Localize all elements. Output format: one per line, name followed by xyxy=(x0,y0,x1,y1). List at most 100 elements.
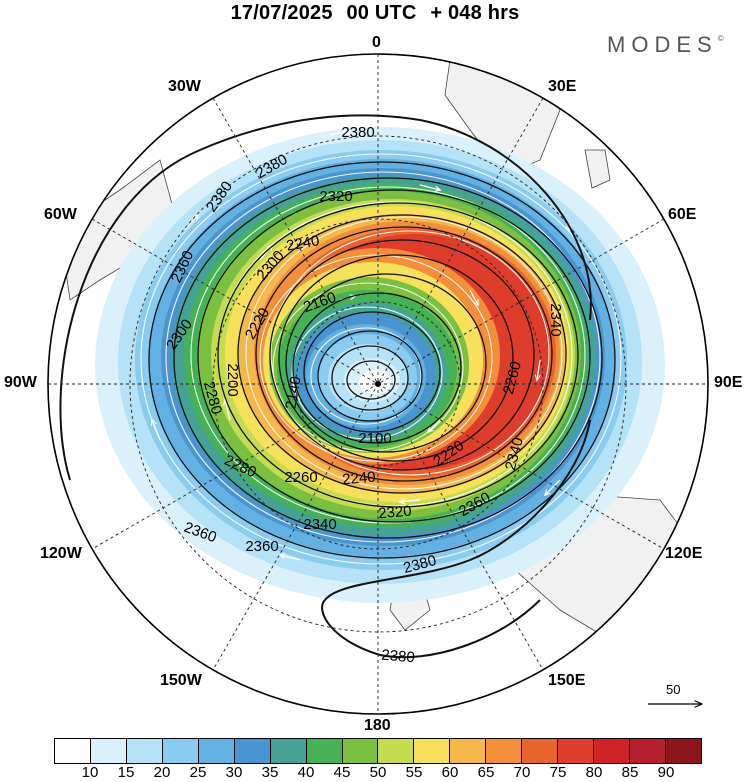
colorbar-swatch xyxy=(522,739,559,763)
contour-label: 2360 xyxy=(245,538,278,555)
colorbar-labels: 10 15 20 25 30 35 40 45 50 55 60 65 70 75 80 85 90 xyxy=(54,764,702,782)
contour-2220 xyxy=(278,254,514,462)
lon-label-60w: 60W xyxy=(44,206,77,223)
contour-2280 xyxy=(237,214,567,494)
contour-2200 xyxy=(285,273,487,453)
colorbar-label: 15 xyxy=(117,764,135,781)
contour-label: 2320 xyxy=(378,503,413,523)
streamline xyxy=(245,216,563,490)
contour-label: 2380 xyxy=(381,647,416,667)
reference-vector: 50 xyxy=(640,680,710,720)
contour-2120 xyxy=(331,345,409,411)
colorbar-swatch xyxy=(270,739,307,763)
lon-label-120e: 120E xyxy=(665,545,703,562)
lon-label-90w: 90W xyxy=(4,374,37,391)
flow-arrow xyxy=(469,289,478,305)
logo-mark: © xyxy=(717,34,724,43)
colorbar-swatch xyxy=(665,739,701,763)
logo-text: MODES xyxy=(607,32,718,57)
map-boundary xyxy=(47,53,709,715)
flow-arrow xyxy=(428,419,441,432)
colorbar-label: 85 xyxy=(621,764,639,781)
colorbar-label: 75 xyxy=(549,764,567,781)
contour-2240 xyxy=(269,239,535,471)
contour-2380-south xyxy=(324,419,591,601)
contour-2160 xyxy=(303,311,441,433)
colorbar-swatch xyxy=(450,739,487,763)
colorbar-label: 70 xyxy=(513,764,531,781)
colorbar-swatch xyxy=(594,739,630,763)
modes-logo: MODES© xyxy=(607,32,724,58)
colorbar-label: 30 xyxy=(225,764,243,781)
contour-2140 xyxy=(317,330,423,422)
colorbar-label: 35 xyxy=(261,764,279,781)
contour-2180 xyxy=(292,292,462,444)
contour-2380-loop xyxy=(321,599,541,659)
colorbar-swatch xyxy=(630,739,666,763)
colorbar-label: 55 xyxy=(405,764,423,781)
forecast-lead: + 048 hrs xyxy=(430,2,520,24)
lon-label-60e: 60E xyxy=(668,206,697,223)
forecast-time: 00 UTC xyxy=(346,2,417,24)
contour-2100 xyxy=(346,360,396,400)
streamline xyxy=(190,186,586,524)
lon-label-30e: 30E xyxy=(548,78,577,95)
contour-2380-outer xyxy=(59,114,592,481)
contour-label: 2200 xyxy=(224,363,241,396)
flow-arrow xyxy=(280,555,301,561)
colorbar-swatch xyxy=(306,739,343,763)
streamline xyxy=(291,306,443,440)
streamline xyxy=(310,327,422,425)
colorbar-swatch xyxy=(198,739,235,763)
lon-label-150e: 150E xyxy=(548,672,586,689)
flow-arrow xyxy=(225,400,231,421)
flow-arrow xyxy=(537,359,540,380)
contour-label: 2320 xyxy=(319,188,352,205)
south-pole-marker xyxy=(375,381,381,387)
colorbar-label: 90 xyxy=(657,764,675,781)
wind-speed-bands xyxy=(95,127,665,603)
lon-label-0: 0 xyxy=(372,34,381,51)
colorbar-label: 80 xyxy=(585,764,603,781)
contour-2260 xyxy=(255,226,553,482)
colorbar-swatch xyxy=(414,739,451,763)
contour-label: 2240 xyxy=(285,232,321,255)
contour-2300 xyxy=(217,202,579,508)
contour-label: 2260 xyxy=(284,469,317,486)
colorbar-label: 25 xyxy=(189,764,207,781)
contour-2340 xyxy=(173,177,603,539)
streamlines xyxy=(140,153,622,565)
colorbar-label: 50 xyxy=(369,764,387,781)
contour-label: 2240 xyxy=(342,469,377,489)
colorbar-swatch xyxy=(55,739,91,763)
contour-label: 2380 xyxy=(341,124,374,141)
height-contours xyxy=(59,114,616,659)
contour-label: 2340 xyxy=(547,303,564,336)
forecast-date: 17/07/2025 xyxy=(230,2,333,24)
streamline xyxy=(259,254,493,462)
contour-label: 2100 xyxy=(358,430,391,447)
lon-label-180: 180 xyxy=(364,717,391,734)
lon-label-120w: 120W xyxy=(40,545,82,562)
contour-2320 xyxy=(197,189,591,523)
contour-label: 2340 xyxy=(303,516,336,533)
colorbar-label: 60 xyxy=(441,764,459,781)
land-madagascar xyxy=(584,149,611,189)
colorbar-label: 40 xyxy=(297,764,315,781)
colorbar-label: 10 xyxy=(81,764,99,781)
colorbar-swatch xyxy=(558,739,595,763)
colorbar xyxy=(54,738,702,764)
colorbar-label: 20 xyxy=(153,764,171,781)
streamline xyxy=(165,171,601,543)
lon-label-30w: 30W xyxy=(168,78,201,95)
flow-arrow xyxy=(152,420,161,441)
flow-arrow xyxy=(184,215,198,231)
colorbar-swatch xyxy=(342,739,379,763)
streamline xyxy=(270,230,550,476)
flow-arrow xyxy=(329,131,350,136)
streamline xyxy=(140,153,622,565)
contour-2360 xyxy=(148,161,616,559)
flow-arrow xyxy=(545,479,561,495)
colorbar-swatch xyxy=(90,739,127,763)
